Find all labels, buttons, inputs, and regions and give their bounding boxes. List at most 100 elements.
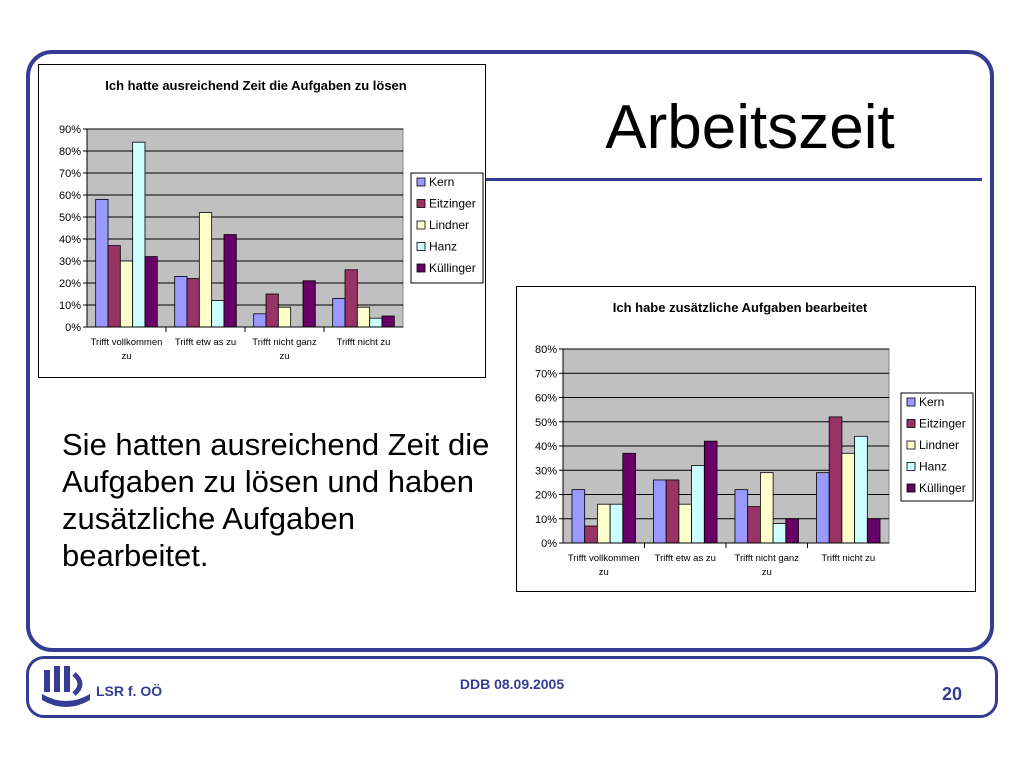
bar-hanz (772, 523, 787, 544)
category-label: zu (121, 351, 131, 362)
y-tick-label: 30% (535, 465, 557, 477)
legend-swatch (416, 263, 426, 273)
chart-zeit-ausreichend: Ich hatte ausreichend Zeit die Aufgaben … (38, 64, 486, 378)
bar-küllinger (144, 256, 158, 328)
category-label: zu (762, 567, 772, 578)
category-label: Trifft nicht ganz (735, 553, 800, 564)
bar-hanz (691, 464, 705, 544)
legend-swatch (906, 462, 916, 471)
slide-title: Arbeitszeit (605, 93, 895, 162)
legend-label: Küllinger (919, 481, 966, 495)
bar-eitzinger (665, 479, 680, 544)
slide-frame (26, 50, 994, 652)
legend-label: Hanz (429, 240, 457, 254)
bar-kern (816, 472, 830, 544)
y-tick-label: 80% (535, 344, 557, 356)
bar-eitzinger (186, 278, 200, 328)
lsr-logo-icon (42, 666, 90, 707)
chart-svg: Ich hatte ausreichend Zeit die Aufgaben … (59, 78, 484, 362)
legend-label: Eitzinger (429, 197, 476, 211)
bar-lindner (119, 260, 134, 328)
bar-lindner (841, 452, 856, 544)
bar-kern (174, 275, 188, 328)
bar-eitzinger (107, 245, 121, 328)
legend-swatch (416, 199, 426, 208)
y-tick-label: 40% (535, 441, 557, 453)
page-number: 20 (941, 684, 962, 704)
y-tick-label: 20% (59, 278, 81, 290)
y-tick-label: 50% (59, 212, 81, 224)
y-tick-label: 0% (65, 322, 81, 334)
footer-organization: LSR f. OÖ (96, 683, 163, 699)
chart-title: Ich habe zusätzliche Aufgaben bearbeitet (613, 300, 868, 315)
y-tick-label: 10% (59, 300, 81, 312)
category-label: zu (279, 351, 289, 362)
y-tick-label: 0% (541, 538, 557, 550)
legend-swatch (906, 440, 916, 450)
bar-hanz (609, 503, 624, 544)
category-label: zu (599, 567, 609, 578)
bar-kern (734, 489, 749, 544)
bar-küllinger (622, 452, 636, 544)
legend-swatch (906, 483, 916, 493)
y-tick-label: 20% (535, 490, 557, 502)
chart-zusaetzliche-aufgaben: Ich habe zusätzliche Aufgaben bearbeitet… (516, 286, 976, 592)
bar-hanz (132, 141, 146, 328)
y-tick-label: 30% (59, 256, 81, 268)
y-tick-label: 10% (535, 514, 557, 526)
bar-lindner (759, 472, 774, 544)
bar-eitzinger (265, 293, 279, 328)
body-text: Sie hatten ausreichend Zeit die Aufgaben… (62, 427, 490, 573)
legend-label: Kern (429, 175, 454, 189)
category-label: Trifft nicht ganz (252, 337, 317, 348)
legend-label: Eitzinger (919, 417, 966, 431)
bar-eitzinger (828, 416, 843, 544)
bar-hanz (369, 317, 383, 328)
bar-lindner (596, 503, 611, 544)
legend-swatch (906, 397, 916, 407)
bar-hanz (854, 435, 868, 544)
category-label: Trifft nicht zu (337, 337, 391, 348)
bar-küllinger (223, 234, 237, 328)
legend-label: Lindner (919, 438, 959, 452)
y-tick-label: 90% (59, 124, 81, 136)
legend-swatch (416, 242, 426, 251)
legend-swatch (416, 220, 426, 230)
bar-kern (95, 198, 109, 328)
chart-svg: Ich habe zusätzliche Aufgaben bearbeitet… (535, 300, 974, 578)
bar-kern (571, 489, 586, 544)
category-label: Trifft vollkommen (568, 553, 640, 564)
bar-küllinger (785, 518, 799, 544)
category-label: Trifft etw as zu (175, 337, 236, 348)
bar-lindner (678, 503, 693, 544)
category-label: Trifft etw as zu (655, 553, 716, 564)
chart-title: Ich hatte ausreichend Zeit die Aufgaben … (105, 78, 407, 93)
y-tick-label: 70% (535, 368, 557, 380)
category-label: Trifft nicht zu (821, 553, 875, 564)
y-tick-label: 80% (59, 146, 81, 158)
bar-eitzinger (747, 506, 761, 544)
legend-label: Lindner (429, 218, 469, 232)
legend-label: Küllinger (429, 261, 476, 275)
y-tick-label: 50% (535, 417, 557, 429)
bar-lindner (277, 306, 292, 328)
bar-küllinger (703, 440, 718, 544)
bar-hanz (211, 300, 225, 328)
y-tick-label: 70% (59, 168, 81, 180)
legend-swatch (416, 177, 426, 187)
footer-frame (26, 656, 998, 718)
legend-swatch (906, 419, 916, 428)
category-label: Trifft vollkommen (91, 337, 163, 348)
y-tick-label: 60% (535, 393, 557, 405)
bar-lindner (198, 212, 213, 328)
bar-kern (332, 297, 346, 328)
legend-label: Kern (919, 395, 944, 409)
bar-küllinger (302, 280, 316, 328)
bar-küllinger (381, 315, 395, 328)
legend-label: Hanz (919, 460, 947, 474)
bar-eitzinger (584, 525, 598, 544)
y-tick-label: 40% (59, 234, 81, 246)
bar-eitzinger (344, 269, 358, 328)
bar-lindner (356, 306, 371, 328)
bar-kern (253, 313, 267, 328)
